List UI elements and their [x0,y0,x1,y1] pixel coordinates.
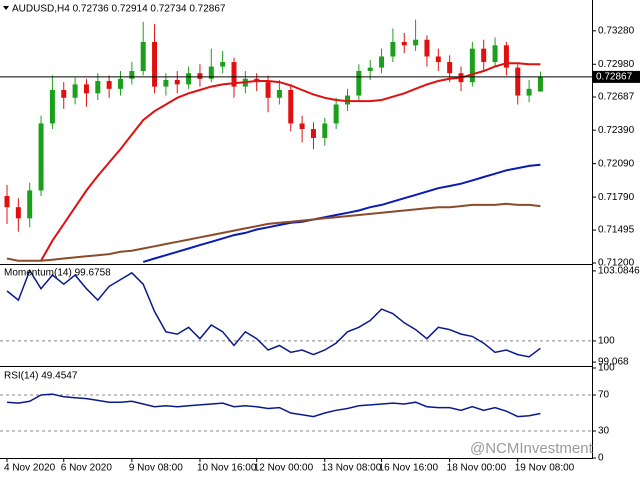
candle-body [231,62,237,87]
y-tick-label: 0.72390 [598,125,635,136]
candle-body [537,76,543,92]
candle-body [152,41,158,87]
candle-body [186,73,192,85]
candle-body [38,123,44,191]
y-tick-label: 103.0846 [598,266,640,277]
x-tick-label: 6 Nov 2020 [61,463,113,474]
moving-average [40,62,541,262]
x-tick-label: 9 Nov 08:00 [129,463,183,474]
plot-layer: 0.73280 0.72980 0.72687 0.72390 0.72090 0.717… [0,19,640,474]
candle-body [288,89,294,124]
indicator-title: RSI(14) 49.4547 [4,371,78,382]
candle-body [15,207,21,219]
candle-body [515,67,521,96]
menu-arrow [3,6,9,10]
y-tick-label: 0.71495 [598,225,635,236]
candle-body [197,73,203,79]
y-tick-label: 99.068 [598,357,629,368]
y-tick-label: 30 [598,426,610,437]
candle-body [265,82,271,98]
x-tick-label: 18 Nov 00:00 [447,463,507,474]
candle-body [299,123,305,130]
y-tick-label: 0 [598,453,604,464]
candle-body [61,89,67,98]
candle-body [4,196,10,208]
panel [4,19,543,263]
x-tick-label: 4 Nov 2020 [4,463,56,474]
candle-body [469,48,475,83]
indicator-line [6,268,541,358]
candle-body [95,81,101,94]
watermark: @NCMInvestment [470,440,594,457]
x-tick-label: 16 Nov 16:00 [379,463,439,474]
candle-body [118,78,123,89]
y-tick-label: 0.71200 [598,258,635,269]
candle-body [163,79,169,87]
candle-body [220,62,226,67]
candle-body [310,129,316,138]
candle-body [481,48,487,63]
candle-body [503,45,509,68]
candle-body [208,66,214,79]
moving-average [6,202,541,262]
candle-body [424,39,430,57]
x-tick-label: 12 Nov 00:00 [254,463,314,474]
panel [0,268,592,358]
candle-body [106,81,112,89]
y-tick-label: 100 [598,336,615,347]
candle-body [367,67,373,71]
candle-body [49,89,55,124]
y-tick-label: 70 [598,390,610,401]
x-tick-label: 13 Nov 08:00 [322,463,382,474]
candle-body [356,70,362,96]
candle-body [276,89,282,98]
candle-body [345,95,350,105]
candle-body [526,88,532,96]
candle-body [129,70,135,79]
x-tick-label: 19 Nov 08:00 [515,463,575,474]
candle-body [492,45,498,63]
candle-body [401,41,407,46]
y-tick-label: 0.72980 [598,59,635,70]
candle-body [322,123,328,138]
candle-body [333,104,339,124]
y-tick-label: 0.72090 [598,158,635,169]
candle-body [413,39,419,46]
candle-body [140,41,146,71]
candle-body [27,190,33,219]
candle-body [379,56,385,68]
indicator-line [6,393,541,418]
panel [0,393,592,432]
y-tick-label: 0.71790 [598,192,635,203]
y-tick-label: 100 [598,363,615,374]
current-price-label: 0.72867 [596,72,633,83]
candle-body [174,79,180,85]
indicator-title: Momentum(14) 99.6758 [4,268,111,279]
current-price-box [593,70,640,83]
chart-title: AUDUSD,H4 0.72736 0.72914 0.72734 0.7286… [12,4,226,15]
moving-average [142,163,541,263]
candle-body [83,84,89,94]
candle-body [72,84,78,98]
candle-body [390,41,396,57]
candle-body [435,56,441,63]
y-tick-label: 0.72687 [598,92,635,103]
x-tick-label: 10 Nov 16:00 [197,463,257,474]
candle-body [447,62,453,74]
y-tick-label: 0.73280 [598,25,635,36]
